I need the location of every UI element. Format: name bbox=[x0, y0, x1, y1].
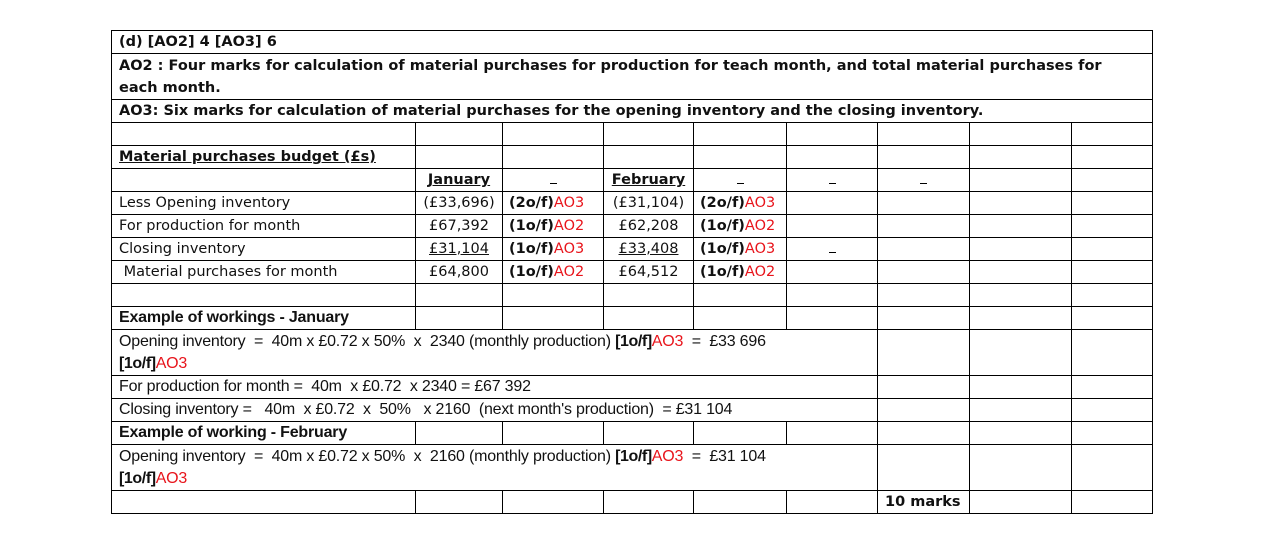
empty-row bbox=[111, 122, 1154, 146]
mark: (1o/f) bbox=[700, 264, 745, 280]
empty-row bbox=[111, 283, 1154, 307]
working-text: Opening inventory = 40m x £0.72 x 50% x … bbox=[119, 332, 616, 350]
mark: (2o/f) bbox=[700, 195, 745, 211]
mark: [1o/f] bbox=[119, 354, 156, 372]
underline-mark bbox=[549, 171, 557, 184]
row-label: Closing inventory bbox=[111, 237, 416, 261]
ao2-description: AO2 : Four marks for calculation of mate… bbox=[110, 53, 1154, 100]
working-production-january: For production for month = 40m x £0.72 x… bbox=[111, 375, 878, 399]
january-value: (£33,696) bbox=[415, 191, 503, 215]
underline-mark bbox=[736, 171, 744, 184]
budget-title: Material purchases budget (£s) bbox=[111, 145, 416, 169]
mark: (1o/f) bbox=[509, 241, 554, 257]
working-text: Opening inventory = 40m x £0.72 x 50% x … bbox=[119, 447, 616, 465]
mark: (1o/f) bbox=[700, 241, 745, 257]
ao-label: AO2 bbox=[744, 264, 776, 280]
working-closing-january: Closing inventory = 40m x £0.72 x 50% x … bbox=[111, 398, 878, 422]
january-value: £64,800 bbox=[415, 260, 503, 284]
working-text: = £33 696 bbox=[683, 332, 771, 350]
underline-mark bbox=[920, 171, 927, 184]
mark: (1o/f) bbox=[509, 218, 554, 234]
february-value: £64,512 bbox=[603, 260, 694, 284]
total-marks: 10 marks bbox=[877, 490, 970, 514]
mark: [1o/f] bbox=[615, 332, 652, 350]
budget-row: Material purchases for month £64,800 (1o… bbox=[111, 260, 1154, 284]
mark: (1o/f) bbox=[700, 218, 745, 234]
budget-row: Closing inventory £31,104 (1o/f)AO3 £33,… bbox=[111, 237, 1154, 261]
ao-label: AO3 bbox=[651, 332, 684, 350]
workings-january-title: Example of workings - January bbox=[111, 306, 416, 330]
february-value: £62,208 bbox=[603, 214, 694, 238]
mark: [1o/f] bbox=[615, 447, 652, 465]
budget-row: For production for month £67,392 (1o/f)A… bbox=[111, 214, 1154, 238]
january-value: £31,104 bbox=[415, 237, 503, 261]
february-value: (£31,104) bbox=[603, 191, 694, 215]
mark: [1o/f] bbox=[119, 469, 156, 487]
ao3-description: AO3: Six marks for calculation of materi… bbox=[110, 99, 1154, 123]
question-title: (d) [AO2] 4 [AO3] 6 bbox=[110, 30, 1154, 54]
ao-label: AO3 bbox=[553, 195, 585, 211]
row-label: For production for month bbox=[111, 214, 416, 238]
ao-label: AO3 bbox=[651, 447, 684, 465]
ao-label: AO3 bbox=[155, 354, 188, 372]
month-header-row: January February bbox=[111, 168, 1154, 192]
ao-label: AO2 bbox=[553, 218, 585, 234]
ao-label: AO2 bbox=[553, 264, 585, 280]
mark: (2o/f) bbox=[509, 195, 554, 211]
mark: (1o/f) bbox=[509, 264, 554, 280]
working-text: = £31 104 bbox=[683, 447, 766, 465]
ao-label: AO2 bbox=[744, 218, 776, 234]
working-opening-february: Opening inventory = 40m x £0.72 x 50% x … bbox=[111, 444, 878, 491]
row-label: Material purchases for month bbox=[111, 260, 416, 284]
ao-label: AO3 bbox=[155, 469, 188, 487]
ao-label: AO3 bbox=[744, 195, 776, 211]
budget-row: Less Opening inventory (£33,696) (2o/f)A… bbox=[111, 191, 1154, 215]
month-february: February bbox=[603, 168, 694, 192]
working-opening-january: Opening inventory = 40m x £0.72 x 50% x … bbox=[111, 329, 878, 376]
january-value: £67,392 bbox=[415, 214, 503, 238]
underline-mark bbox=[828, 240, 836, 253]
mark-scheme-table: (d) [AO2] 4 [AO3] 6 AO2 : Four marks for… bbox=[110, 30, 1154, 514]
ao-label: AO3 bbox=[744, 241, 776, 257]
workings-february-title: Example of working - February bbox=[111, 421, 416, 445]
ao-label: AO3 bbox=[553, 241, 585, 257]
february-value: £33,408 bbox=[603, 237, 694, 261]
row-label: Less Opening inventory bbox=[111, 191, 416, 215]
underline-mark bbox=[828, 171, 836, 184]
month-january: January bbox=[415, 168, 503, 192]
